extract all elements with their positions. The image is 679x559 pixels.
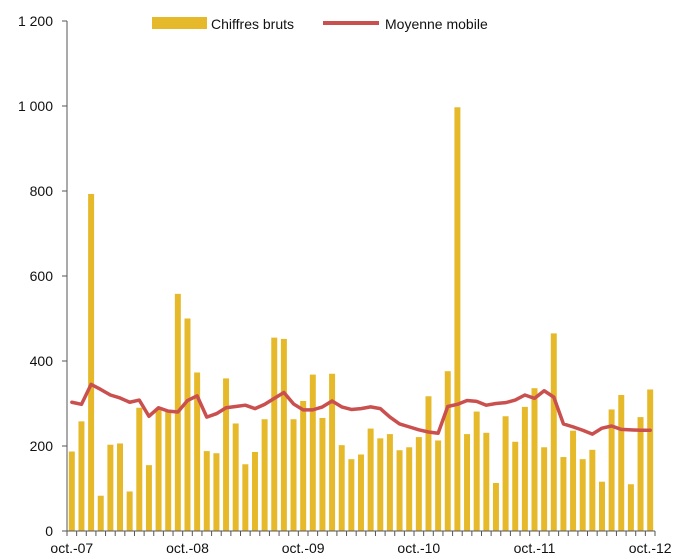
bar <box>541 447 548 531</box>
bar <box>107 444 114 531</box>
y-tick-label: 0 <box>45 523 53 539</box>
bar <box>251 451 258 531</box>
y-tick-label: 1 200 <box>18 13 53 29</box>
bar <box>329 373 336 531</box>
bar <box>502 416 509 531</box>
bar <box>627 484 634 531</box>
bar <box>145 465 152 532</box>
y-tick-label: 800 <box>30 183 54 199</box>
x-tick-label: oct.-12 <box>629 540 672 556</box>
bar <box>136 407 143 531</box>
legend-bar-swatch <box>152 17 207 29</box>
y-ticks: 0 200 400 600 800 1 000 1 200 <box>18 13 67 539</box>
bar <box>492 482 499 531</box>
bar <box>223 378 230 531</box>
bar <box>68 451 75 531</box>
bar <box>579 459 586 531</box>
bar <box>213 453 220 531</box>
bar <box>194 372 201 531</box>
bar <box>348 459 355 531</box>
legend-line-label: Moyenne mobile <box>385 16 488 32</box>
bar <box>184 318 191 531</box>
bar <box>637 417 644 531</box>
bar <box>608 409 615 531</box>
bar <box>165 412 172 531</box>
bar <box>338 445 345 531</box>
bar <box>589 449 596 531</box>
bar <box>261 419 268 531</box>
bar <box>512 441 519 531</box>
bar <box>599 481 605 531</box>
legend-bar-label: Chiffres bruts <box>211 16 294 32</box>
bar <box>242 464 249 531</box>
bar <box>396 450 403 531</box>
bar <box>570 430 577 531</box>
x-tick-label: oct.-08 <box>166 540 209 556</box>
bar <box>97 495 104 531</box>
bar <box>280 338 287 531</box>
bar <box>425 396 432 531</box>
y-tick-label: 600 <box>30 268 54 284</box>
bar <box>647 389 654 531</box>
bar <box>521 406 528 531</box>
x-tick-label: oct.-07 <box>50 540 93 556</box>
y-tick-label: 400 <box>30 353 54 369</box>
bar <box>358 454 364 531</box>
bar <box>319 417 326 531</box>
bar <box>415 437 422 531</box>
bar <box>117 443 124 531</box>
bar <box>271 337 278 532</box>
x-tick-label: oct.-10 <box>397 540 440 556</box>
bar <box>78 421 85 531</box>
bar <box>300 400 307 531</box>
bar <box>386 434 393 531</box>
y-tick-label: 1 000 <box>18 98 53 114</box>
x-ticks: oct.-07 oct.-08 oct.-09 oct.-10 oct.-11 oct.-… <box>50 531 672 556</box>
bar <box>88 193 95 531</box>
x-tick-label: oct.-09 <box>282 540 325 556</box>
y-tick-label: 200 <box>30 438 54 454</box>
bar <box>454 107 461 531</box>
bar <box>155 408 162 531</box>
bar <box>367 428 374 531</box>
bar <box>444 371 451 531</box>
moving-average-line <box>70 382 652 436</box>
bar <box>377 438 384 531</box>
bar <box>473 411 480 531</box>
bar <box>560 457 567 531</box>
bar <box>309 374 316 531</box>
bar <box>550 333 557 532</box>
bar <box>232 423 239 531</box>
bar <box>406 447 413 531</box>
bar <box>464 434 471 531</box>
bar <box>531 388 538 531</box>
legend: Chiffres bruts Moyenne mobile <box>152 16 488 32</box>
bar-series <box>68 107 654 532</box>
x-tick-label: oct.-11 <box>514 540 556 556</box>
bar <box>618 395 625 531</box>
bar <box>435 440 442 531</box>
bar <box>483 432 490 531</box>
bar <box>290 419 297 531</box>
bar <box>126 491 133 531</box>
bar <box>203 451 210 531</box>
